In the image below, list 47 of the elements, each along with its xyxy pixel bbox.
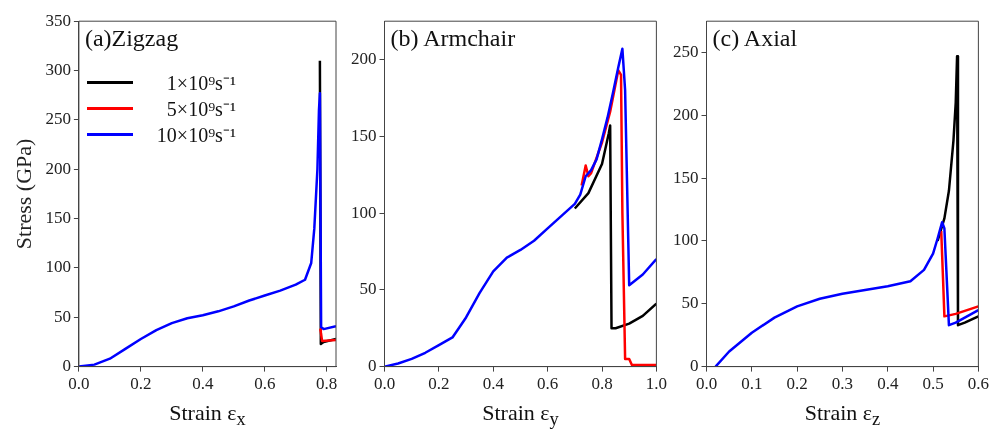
y-axis-title: Stress (GPa) [10,138,36,250]
x-tick-label: 0.4 [192,374,214,394]
y-tick-label: 150 [45,208,71,228]
chart-title: (b) Armchair [390,25,516,53]
x-tick-label: 0.6 [967,374,989,394]
y-tick-label: 250 [45,109,71,129]
y-tick-label: 0 [368,356,377,376]
x-tick-label: 0.2 [786,374,808,394]
x-tick-label: 0.6 [254,374,276,394]
x-tick-label: 0.8 [316,374,338,394]
y-tick-label: 300 [45,60,71,80]
x-tick-label: 0.5 [922,374,944,394]
legend-label: 1×10⁹s⁻¹ [165,70,236,96]
y-tick-label: 250 [673,42,699,62]
x-tick-label: 0.2 [428,374,450,394]
x-tick-label: 0.3 [831,374,854,394]
legend-label: 5×10⁹s⁻¹ [165,96,236,122]
y-tick-label: 50 [53,306,71,326]
y-tick-label: 150 [351,125,377,145]
y-tick-label: 100 [351,202,377,222]
x-tick-label: 0.0 [68,374,90,394]
y-tick-label: 350 [45,10,71,30]
y-tick-label: 0 [62,356,71,376]
x-tick-label: 0.0 [695,374,718,394]
chart-title: (a)Zigzag [84,25,179,53]
x-tick-label: 0.4 [482,374,505,394]
x-tick-label: 0.1 [741,374,763,394]
x-tick-label: 1.0 [645,374,667,394]
y-tick-label: 150 [673,167,699,187]
chart-title: (c) Axial [712,25,798,53]
y-tick-label: 200 [351,49,377,69]
x-axis-title: Strain ε$_{y}$ [481,400,560,431]
x-tick-label: 0.0 [373,374,396,394]
y-tick-label: 100 [45,257,71,277]
x-tick-label: 0.4 [877,374,899,394]
x-axis-title: Strain ε$_{z}$ [803,400,882,431]
y-tick-label: 50 [359,279,377,299]
y-tick-label: 200 [45,158,71,178]
y-tick-label: 50 [681,293,699,313]
y-tick-label: 200 [673,104,699,124]
x-tick-label: 0.2 [130,374,152,394]
y-tick-label: 100 [673,230,699,250]
legend-label: 10×10⁹s⁻¹ [155,122,236,148]
y-tick-label: 0 [690,356,699,376]
x-axis-title: Strain ε$_{x}$ [168,400,247,431]
x-tick-label: 0.6 [537,374,559,394]
x-tick-label: 0.8 [591,374,613,394]
